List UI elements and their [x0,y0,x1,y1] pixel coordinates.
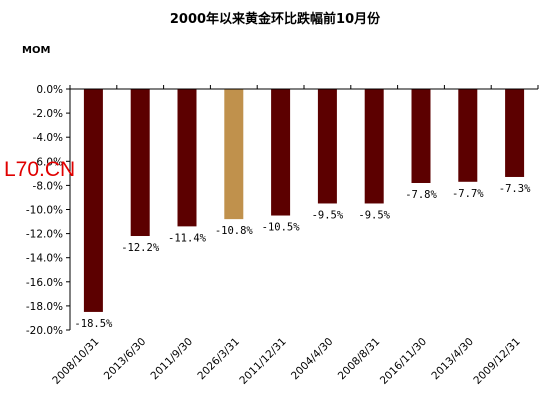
data-label: -18.5% [74,318,113,330]
data-label: -7.7% [452,188,484,200]
bar [224,89,244,220]
y-tick-label: 0.0% [36,84,63,96]
bar [271,89,291,216]
chart-title: 2000年以来黄金环比跌幅前10月份 [169,12,381,27]
data-label: -10.8% [215,225,254,237]
x-tick-label: 2013/4/30 [429,336,476,383]
data-label: -11.4% [168,232,207,244]
data-label: -12.2% [121,242,160,254]
bar [505,89,525,177]
x-tick-label: 2016/11/30 [378,336,429,387]
y-tick-label: -20.0% [26,325,63,337]
bar [83,89,103,312]
y-tick-label: -2.0% [33,108,63,120]
bar [364,89,384,204]
y-tick-label: -4.0% [33,132,63,144]
x-tick-label: 2011/9/30 [149,336,196,383]
data-label: -7.3% [499,183,531,195]
y-tick-label: -6.0% [33,156,63,168]
data-label: -7.8% [405,189,437,201]
y-tick-label: -18.0% [26,301,63,313]
bar [411,89,431,183]
data-label: -10.5% [262,222,301,234]
x-tick-label: 2008/10/31 [50,336,101,387]
bar [317,89,337,204]
x-tick-label: 2008/8/31 [336,336,383,383]
bar [130,89,150,237]
y-tick-label: -14.0% [26,253,63,265]
y-tick-label: -12.0% [26,229,63,241]
data-label: -9.5% [312,209,344,221]
data-label: -9.5% [358,209,390,221]
x-tick-label: 2009/12/31 [471,336,522,387]
bar [177,89,197,227]
x-tick-label: 2013/6/30 [102,336,149,383]
y-axis-label: MOM [22,45,51,56]
y-tick-label: -8.0% [33,180,63,192]
x-tick-label: 2026/3/31 [195,336,242,383]
y-tick-label: -16.0% [26,277,63,289]
x-tick-label: 2004/4/30 [289,336,336,383]
x-tick-label: 2011/12/31 [237,336,288,387]
y-tick-label: -10.0% [26,205,63,217]
watermark: L70.CN [4,158,76,181]
bar [458,89,478,182]
